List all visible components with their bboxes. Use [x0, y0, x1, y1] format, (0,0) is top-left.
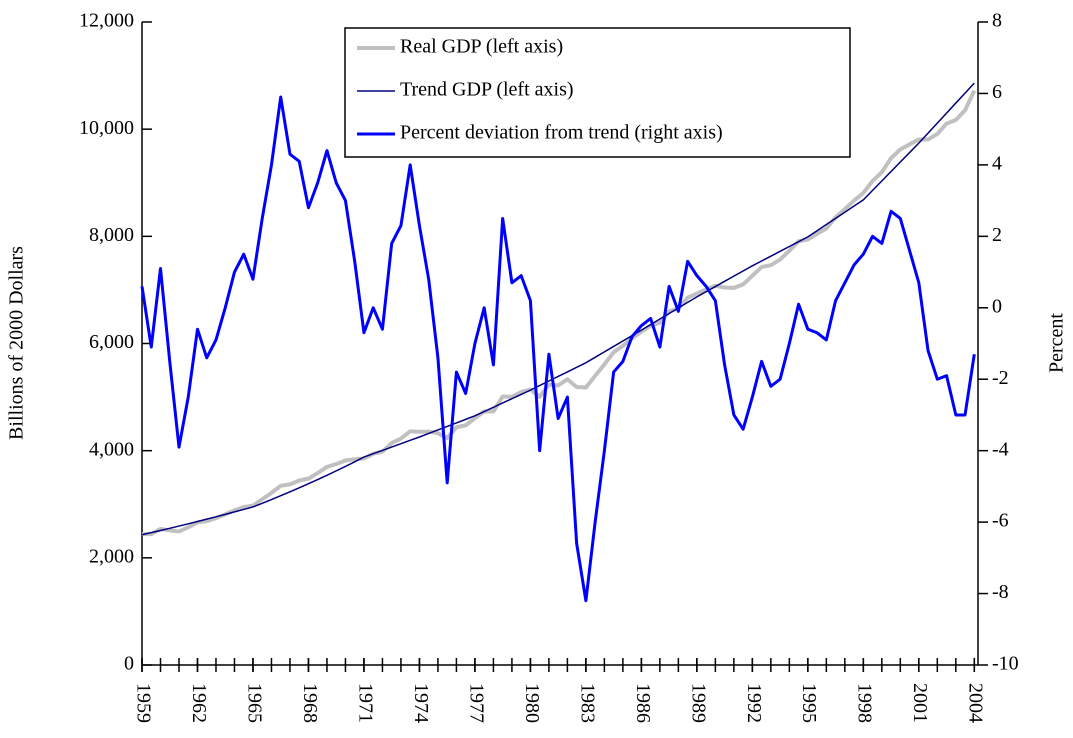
- x-tick-label: 1959: [132, 683, 154, 723]
- series-line: [141, 82, 975, 536]
- series-line: [141, 89, 977, 537]
- x-tick-label: 1986: [632, 683, 654, 723]
- y2-tick-label: -8: [992, 581, 1009, 603]
- series-line: [140, 95, 976, 603]
- x-tick-label: 2001: [909, 683, 931, 723]
- y2-tick-label: 8: [992, 10, 1002, 32]
- y2-tick-label: -2: [992, 367, 1009, 389]
- legend-box: [344, 27, 851, 158]
- legend-label: Percent deviation from trend (right axis…: [400, 122, 723, 144]
- y-tick-label: 6,000: [89, 331, 134, 353]
- y2-tick-label: -6: [992, 510, 1009, 532]
- x-tick-label: 1965: [243, 683, 265, 723]
- x-tick-label: 1995: [798, 683, 820, 723]
- y2-tick-label: 4: [992, 152, 1002, 174]
- y-tick-label: 8,000: [89, 224, 134, 246]
- y-tick-label: 10,000: [79, 117, 134, 139]
- x-tick-label: 1971: [354, 683, 376, 723]
- y2-tick-label: 2: [992, 224, 1002, 246]
- x-tick-label: 1992: [743, 683, 765, 723]
- x-tick-label: 1962: [188, 683, 210, 723]
- x-tick-label: 1998: [854, 683, 876, 723]
- x-tick-label: 2004: [965, 683, 987, 723]
- x-tick-label: 1974: [410, 683, 432, 723]
- x-tick-label: 1989: [687, 683, 709, 723]
- y2-tick-label: 6: [992, 81, 1002, 103]
- y-axis-title: Billions of 2000 Dollars: [6, 246, 28, 440]
- y2-tick-label: -4: [992, 438, 1009, 460]
- y-tick-label: 0: [124, 653, 134, 675]
- y2-tick-label: -10: [992, 653, 1019, 675]
- legend-label: Trend GDP (left axis): [400, 79, 574, 101]
- y2-axis-title: Percent: [1046, 313, 1068, 373]
- y-tick-label: 4,000: [89, 438, 134, 460]
- x-tick-label: 1983: [576, 683, 598, 723]
- x-tick-label: 1968: [299, 683, 321, 723]
- x-tick-label: 1977: [465, 683, 487, 723]
- legend-label: Real GDP (left axis): [400, 36, 563, 58]
- y-tick-label: 12,000: [79, 10, 134, 32]
- x-tick-label: 1980: [521, 683, 543, 723]
- y-tick-label: 2,000: [89, 545, 134, 567]
- y2-tick-label: 0: [992, 295, 1002, 317]
